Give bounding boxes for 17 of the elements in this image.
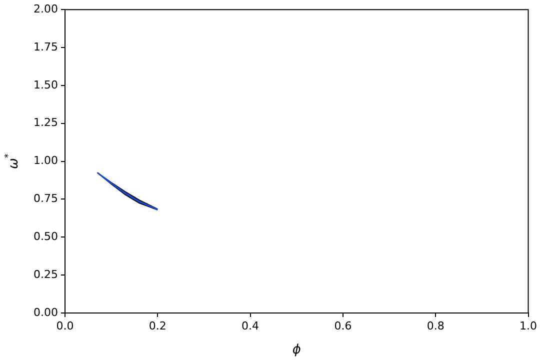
y-tick-label: 0.25: [34, 268, 58, 281]
x-tick-label: 0.2: [148, 319, 166, 332]
x-tick-label: 0.4: [242, 319, 260, 332]
x-tick-label: 0.0: [56, 319, 74, 332]
x-tick-label: 0.6: [334, 319, 352, 332]
x-tick-label: 1.0: [520, 319, 538, 332]
y-tick-label: 0.75: [34, 192, 58, 206]
y-tick-label: 1.25: [34, 116, 58, 130]
y-tick-label: 1.50: [34, 78, 58, 92]
x-axis-title: ϕ: [292, 342, 302, 358]
y-tick-label: 1.00: [34, 154, 58, 168]
y-tick-label: 2.00: [34, 2, 58, 16]
y-tick-label: 0.00: [34, 306, 58, 319]
y-tick-label: 1.75: [34, 40, 58, 54]
y-axis-title: ω*: [4, 153, 22, 170]
y-tick-label: 0.50: [34, 230, 58, 244]
x-tick-label: 0.8: [426, 319, 444, 332]
